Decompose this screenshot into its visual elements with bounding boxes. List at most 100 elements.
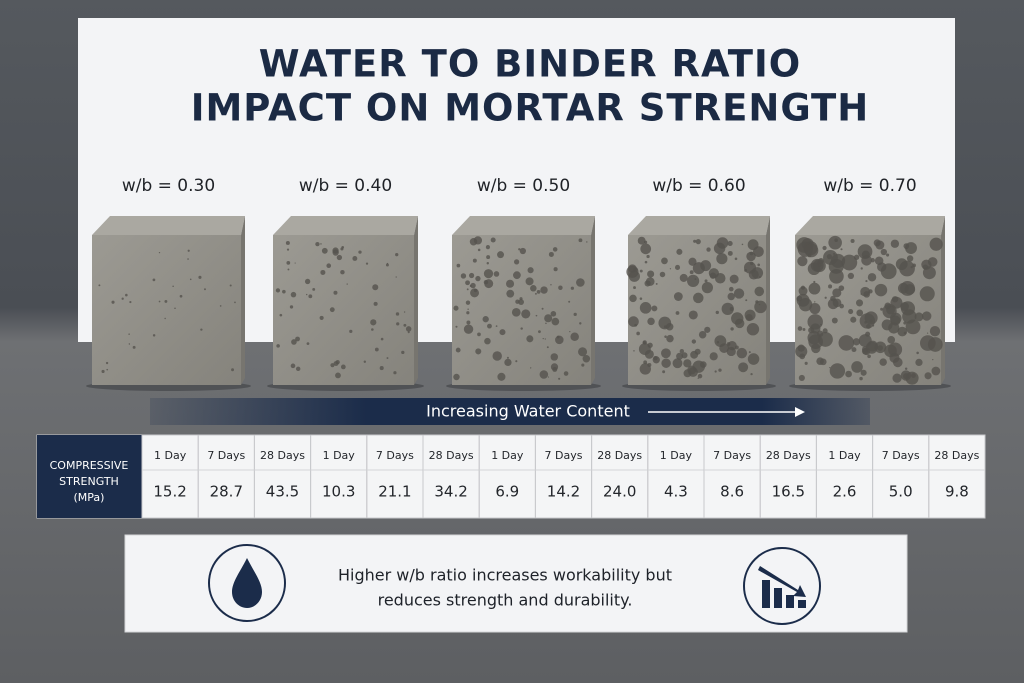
pore [746,322,760,336]
pore [550,353,559,361]
pore [200,328,203,331]
pore [563,371,569,376]
pore [229,284,232,287]
pore [552,247,558,252]
pore [689,270,694,275]
pore [890,239,900,248]
pore [669,268,672,270]
pore [864,321,867,324]
pore [129,300,132,304]
pore [275,288,281,293]
pore [811,343,821,354]
pore [857,244,873,259]
pore [385,263,389,267]
pore [831,317,838,324]
pore [158,251,161,254]
pore [395,276,397,278]
pore [704,326,711,333]
pore [346,283,348,285]
drop-icon-ring [208,544,286,622]
pore [547,376,550,378]
age-label: 7 Days [545,449,583,462]
pore [573,312,577,317]
pore [822,328,828,334]
strength-value: 4.3 [664,483,688,501]
pore [798,297,813,312]
pore [234,301,236,304]
pore [721,302,734,316]
title-line: IMPACT ON MORTAR STRENGTH [191,87,870,130]
pore [569,330,571,333]
age-label: 28 Days [429,449,474,462]
pore [541,307,544,310]
pore [497,251,505,259]
age-label: 1 Day [660,449,693,462]
pore [198,275,202,279]
pore [856,309,864,317]
pore [798,374,805,382]
pore [336,254,343,261]
pore [515,360,518,363]
table-cell [928,434,986,519]
age-label: 7 Days [882,449,920,462]
pore [290,363,296,369]
pore [470,282,476,289]
pore [880,307,884,311]
cube-side [241,216,245,385]
pore [676,352,684,360]
pore [714,335,727,348]
pore [282,289,286,294]
pore [465,300,471,305]
strength-value: 28.7 [210,483,243,501]
pore [906,255,914,262]
pore [290,291,297,298]
pore [851,347,857,353]
pore [662,370,666,374]
pore [726,342,731,346]
strength-value: 2.6 [833,483,857,501]
pore [797,256,808,267]
pore [673,292,683,301]
pore [320,269,326,275]
pore [643,240,648,244]
pore [521,309,531,319]
pore [279,313,283,317]
pore [386,357,389,360]
pore [553,267,558,272]
cube-top [273,216,418,235]
pore [757,263,761,267]
pore [694,278,697,281]
age-label: 7 Days [376,449,414,462]
strength-value: 43.5 [266,483,299,501]
pore [697,373,703,379]
pore [693,292,704,304]
age-label: 1 Day [323,449,356,462]
pore [891,296,899,303]
pore [691,339,697,344]
pore [674,264,681,270]
pore [868,289,873,294]
pore [758,303,761,306]
pore [699,361,707,368]
ratio-label: w/b = 0.70 [823,176,916,196]
pore [692,262,705,275]
pore [865,280,868,283]
pore [873,239,881,247]
pore [804,361,808,365]
pore [820,323,822,326]
pore [329,307,335,313]
pore [647,270,655,278]
pore [708,268,719,279]
strength-value: 16.5 [772,483,805,501]
pore [352,256,358,261]
pore [466,320,471,325]
pore [286,248,290,251]
pore [463,324,474,334]
pore [475,348,482,355]
strength-value: 6.9 [495,483,519,501]
cube-front [273,235,414,385]
pore [915,358,923,367]
pore [647,363,652,368]
pore [877,345,883,351]
pore [520,327,523,330]
